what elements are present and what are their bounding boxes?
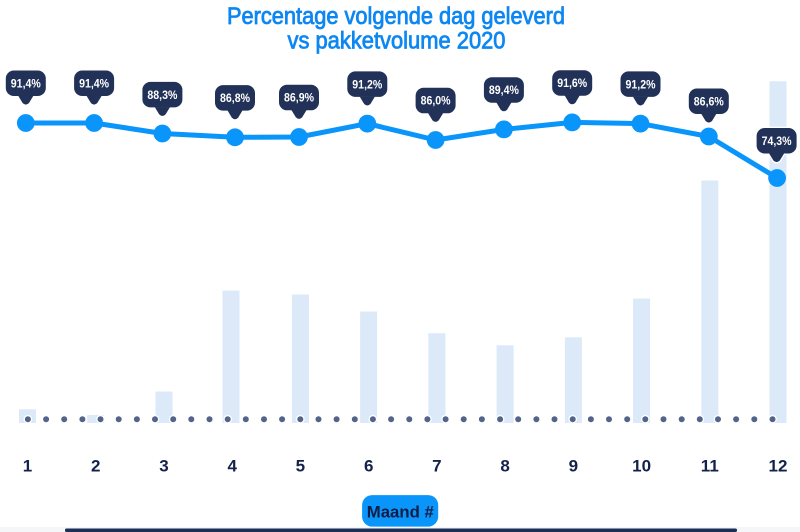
svg-text:86,6%: 86,6% <box>694 94 724 108</box>
svg-text:91,4%: 91,4% <box>79 76 109 90</box>
svg-text:91,4%: 91,4% <box>11 76 41 90</box>
svg-text:2: 2 <box>91 457 100 476</box>
svg-text:1: 1 <box>23 457 32 476</box>
svg-text:91,6%: 91,6% <box>557 76 587 90</box>
svg-text:74,3%: 74,3% <box>762 134 792 148</box>
svg-text:Maand #: Maand # <box>367 504 434 522</box>
svg-text:7: 7 <box>432 457 441 476</box>
svg-text:88,3%: 88,3% <box>147 88 177 102</box>
svg-text:8: 8 <box>500 457 509 476</box>
svg-text:91,2%: 91,2% <box>352 77 382 91</box>
svg-text:86,0%: 86,0% <box>421 94 451 108</box>
svg-text:89,4%: 89,4% <box>489 83 519 97</box>
svg-text:86,9%: 86,9% <box>284 91 314 105</box>
svg-text:3: 3 <box>159 457 168 476</box>
svg-text:4: 4 <box>227 457 237 476</box>
svg-text:9: 9 <box>569 457 578 476</box>
svg-text:10: 10 <box>632 457 651 476</box>
svg-text:6: 6 <box>364 457 373 476</box>
svg-text:5: 5 <box>296 457 305 476</box>
svg-text:Percentage volgende dag geleve: Percentage volgende dag geleverd <box>227 4 565 30</box>
svg-text:12: 12 <box>769 457 788 476</box>
svg-text:91,2%: 91,2% <box>626 77 656 91</box>
svg-text:vs pakketvolume 2020: vs pakketvolume 2020 <box>288 28 506 54</box>
svg-text:86,8%: 86,8% <box>220 91 250 105</box>
svg-text:11: 11 <box>701 457 719 476</box>
